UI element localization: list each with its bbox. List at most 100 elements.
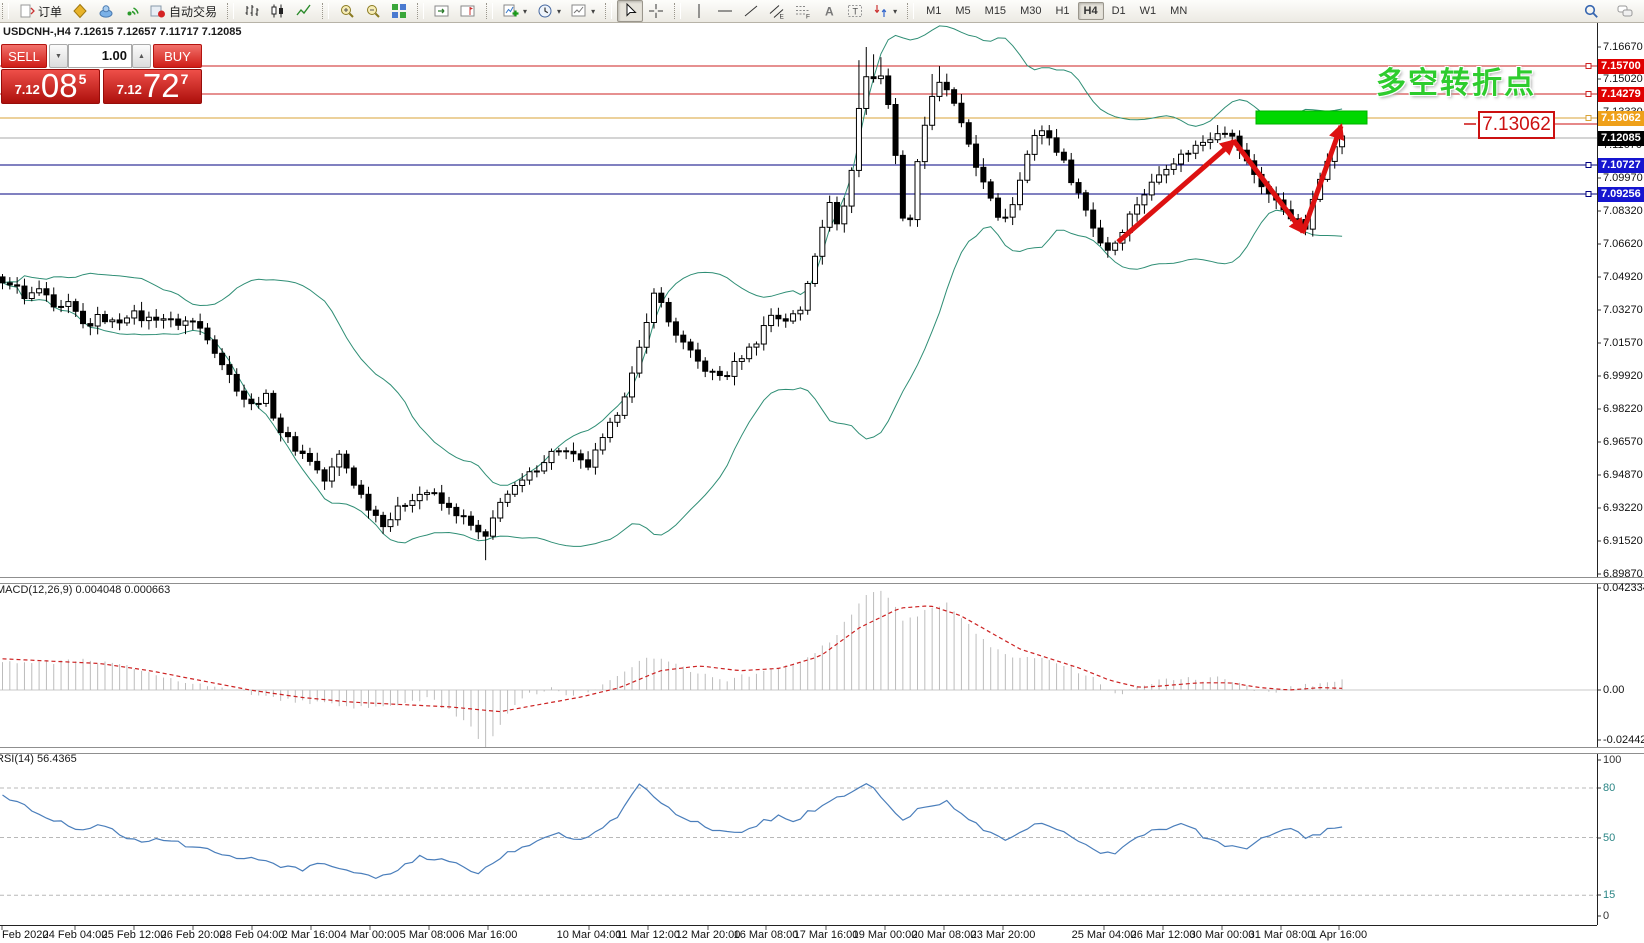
cursor-button[interactable] [617,0,644,22]
auto-scroll-button[interactable] [429,0,455,22]
horizontal-line-button[interactable] [712,0,738,22]
community-button[interactable] [93,0,119,22]
new-order-button[interactable]: 订单 [14,0,67,22]
crosshair-button[interactable] [643,0,669,22]
vline-icon [698,4,700,18]
timeframe-m1[interactable]: M1 [926,5,942,17]
rsi-axis-label: 80 [1603,782,1616,794]
search-icon [1584,4,1598,18]
svg-text:T: T [853,7,859,17]
arrows-button[interactable]: ▾ [868,0,902,22]
chevron-down-icon[interactable]: ▾ [557,6,562,16]
hline-icon [718,10,733,12]
level-anchor-square[interactable] [1585,91,1592,97]
buy-button[interactable]: BUY [153,44,202,68]
horizontal-level-lines[interactable] [0,63,1597,197]
zoomout-icon [367,5,380,18]
bollinger-upper-band [2,25,1343,486]
zoom-in-button[interactable] [334,0,360,22]
zoom-out-button[interactable] [360,0,386,22]
bollinger-lower-band [2,209,1343,547]
price-tick-label: 7.04920 [1603,271,1643,283]
toolbar-grip [227,3,235,19]
chat-button[interactable] [1612,0,1638,22]
clock-icon [538,4,552,18]
equidistant-channel-button[interactable]: E [764,0,790,22]
timeframe-h1[interactable]: H1 [1055,5,1070,17]
search-button[interactable] [1578,0,1604,22]
rsi-axis-label: 0 [1603,910,1610,922]
toolbar-group-0: 订单 自动交易 [11,0,225,22]
autotrading-button[interactable]: 自动交易 [145,0,222,22]
level-anchor-square[interactable] [1585,191,1592,197]
time-label: 5 Mar 08:00 [399,929,459,941]
price-callout-label[interactable]: 7.13062 [1478,111,1555,139]
timeframe-w1[interactable]: W1 [1139,5,1157,17]
vertical-line-button[interactable] [686,0,712,22]
turning-point-annotation: 多空转折点 [1376,67,1536,100]
order-icon [20,4,35,18]
time-axis-line [0,925,1597,926]
autotrading-icon [150,5,166,18]
price-tick-label: 6.89870 [1603,568,1643,580]
market-icon [73,3,87,19]
linechart-icon [296,4,311,16]
rsi-label: RSI(14) 56.4365 [0,753,77,765]
chevron-down-icon[interactable]: ▾ [523,6,528,16]
profiles-button[interactable]: ▾ [532,0,566,22]
text-button[interactable]: A [816,0,842,22]
timeframe-m15[interactable]: M15 [984,5,1007,17]
timeframe-h4[interactable]: H4 [1077,2,1104,20]
chevron-down-icon[interactable]: ▾ [893,6,898,16]
fibonacci-button[interactable]: F [790,0,816,22]
text-label-button[interactable]: T [842,0,868,22]
templates-button[interactable]: ▾ [566,0,600,22]
line-chart-button[interactable] [291,0,317,22]
signals-button[interactable] [119,0,145,22]
pane-splitter-macd[interactable] [0,577,1644,584]
time-label: 20 Mar 08:00 [911,929,977,941]
new-chart-button[interactable]: ▾ [498,0,532,22]
trend-arrow[interactable] [1300,123,1345,233]
template-icon [571,4,586,17]
timeframe-m30[interactable]: M30 [1020,5,1042,17]
sell-price-panel[interactable]: 7.12 08 5 [1,69,100,104]
price-tick-label: 7.15020 [1603,73,1643,85]
volume-down-button[interactable]: ▼ [49,44,68,68]
toolbar-group-6: E F A T ▾ [683,0,905,22]
bollinger-bands [2,25,1343,547]
time-label: 17 Mar 16:00 [793,929,859,941]
community-icon [99,5,113,18]
tile-windows-button[interactable] [386,0,412,22]
pane-splitter-rsi[interactable] [0,747,1644,754]
chart-annotations [1116,110,1597,244]
cursor-icon [626,3,637,17]
svg-text:A: A [825,5,834,19]
bar-chart-button[interactable] [239,0,265,22]
timeframe-m5[interactable]: M5 [955,5,971,17]
toolbar-grip [486,3,494,19]
trendline-button[interactable] [738,0,764,22]
tiles-icon [392,4,407,18]
sell-button[interactable]: SELL [1,44,47,68]
level-anchor-square[interactable] [1585,115,1592,121]
level-anchor-square[interactable] [1585,63,1592,69]
market-button[interactable] [67,0,93,22]
buy-price-small: 7.12 [116,82,142,97]
timeframe-mn[interactable]: MN [1170,5,1188,17]
price-badge: 7.15700 [1598,59,1644,74]
candlestick-chart-button[interactable] [265,0,291,22]
level-anchor-square[interactable] [1585,162,1592,168]
toolbar-grip [907,3,915,19]
price-tick-label: 7.16670 [1603,41,1643,53]
timeframe-d1[interactable]: D1 [1111,5,1126,17]
volume-up-button[interactable]: ▲ [132,44,151,68]
chart-shift-button[interactable] [455,0,481,22]
trend-arrow[interactable] [1116,139,1237,244]
volume-input[interactable]: 1.00 [68,44,132,68]
trend-arrow[interactable] [1232,139,1305,235]
chevron-down-icon[interactable]: ▾ [591,6,596,16]
green-zone-rectangle[interactable] [1255,110,1368,125]
buy-price-panel[interactable]: 7.12 72 7 [103,69,202,104]
